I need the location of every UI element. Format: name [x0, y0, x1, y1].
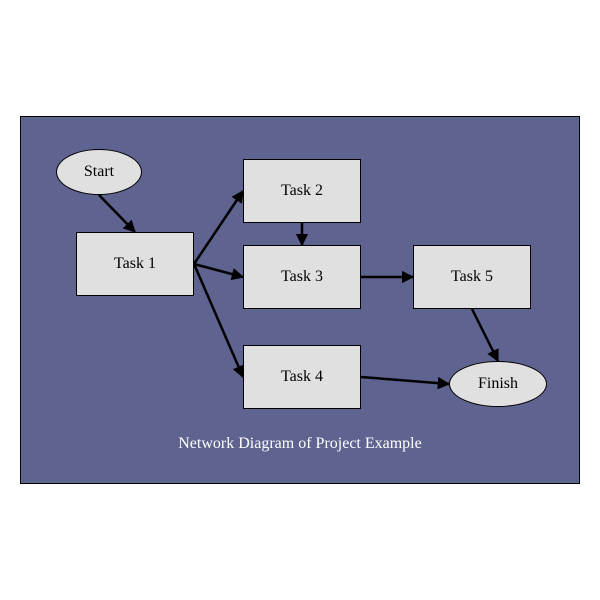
edge-task5-finish — [472, 309, 498, 361]
diagram-panel: Network Diagram of Project Example Start… — [20, 116, 580, 484]
node-task2: Task 2 — [243, 159, 361, 223]
diagram-caption: Network Diagram of Project Example — [21, 435, 579, 453]
node-task5: Task 5 — [413, 245, 531, 309]
node-task4: Task 4 — [243, 345, 361, 409]
edge-task1-task4 — [194, 264, 243, 377]
edge-task1-task3 — [194, 264, 243, 277]
edge-task1-task2 — [194, 191, 243, 264]
node-finish: Finish — [449, 361, 547, 407]
edge-start-task1 — [99, 195, 135, 232]
node-task1: Task 1 — [76, 232, 194, 296]
node-start: Start — [56, 149, 142, 195]
edge-task4-finish — [361, 377, 449, 384]
node-task3: Task 3 — [243, 245, 361, 309]
